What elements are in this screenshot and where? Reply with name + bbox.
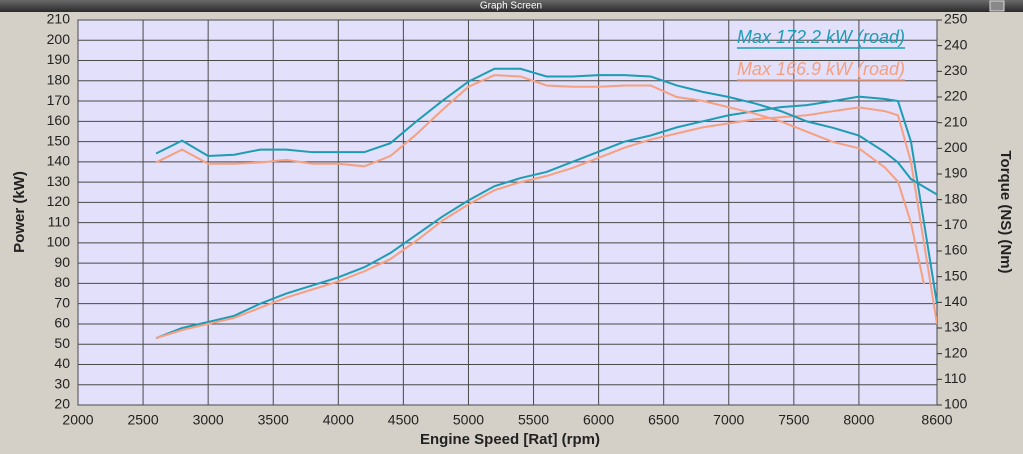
y2-tick-label: 170 <box>944 216 968 232</box>
y-tick-label: 30 <box>54 375 70 391</box>
annotation: Max 172.2 kW (road) <box>737 27 905 47</box>
x-tick-label: 8600 <box>921 412 952 428</box>
y-tick-label: 70 <box>54 294 70 310</box>
y-tick-label: 150 <box>47 132 71 148</box>
y-tick-label: 100 <box>47 234 71 250</box>
y-tick-label: 40 <box>54 355 70 371</box>
data-line <box>155 74 925 285</box>
y-tick-label: 140 <box>47 153 71 169</box>
y-tick-label: 80 <box>54 274 70 290</box>
x-tick-label: 3500 <box>258 412 289 428</box>
y-tick-label: 20 <box>54 396 70 412</box>
x-tick-label: 6500 <box>648 412 679 428</box>
window-button[interactable] <box>989 0 1005 12</box>
y2-tick-label: 100 <box>944 396 968 412</box>
y2-tick-label: 190 <box>944 165 968 181</box>
y-tick-label: 210 <box>47 11 71 27</box>
y2-tick-label: 130 <box>944 319 968 335</box>
x-tick-label: 7000 <box>713 412 744 428</box>
x-tick-label: 7500 <box>778 412 809 428</box>
x-axis-title: Engine Speed [Rat] (rpm) <box>420 431 600 448</box>
data-line <box>155 106 937 340</box>
y-tick-label: 60 <box>54 315 70 331</box>
y-tick-label: 160 <box>47 112 71 128</box>
y-tick-label: 200 <box>47 31 71 47</box>
y2-tick-label: 180 <box>944 190 968 206</box>
y2-tick-label: 250 <box>944 11 968 27</box>
x-tick-label: 4500 <box>388 412 419 428</box>
y2-tick-label: 120 <box>944 344 968 360</box>
y2-tick-label: 150 <box>944 267 968 283</box>
x-tick-label: 2000 <box>62 412 93 428</box>
y-tick-label: 120 <box>47 193 71 209</box>
x-tick-label: 4000 <box>323 412 354 428</box>
y2-tick-label: 160 <box>944 242 968 258</box>
y2-tick-label: 240 <box>944 36 968 52</box>
y-tick-label: 50 <box>54 335 70 351</box>
y-tick-label: 180 <box>47 71 71 87</box>
y-tick-label: 110 <box>48 213 71 229</box>
x-tick-label: 8000 <box>843 412 874 428</box>
y2-tick-label: 220 <box>944 88 968 104</box>
data-line <box>155 95 937 340</box>
annotation: Max 166.9 kW (road) <box>737 59 905 79</box>
y2-tick-label: 230 <box>944 62 968 78</box>
x-tick-label: 3000 <box>193 412 224 428</box>
data-line <box>155 67 937 196</box>
y-tick-label: 130 <box>47 173 71 189</box>
title-bar <box>0 0 1023 12</box>
x-tick-label: 5500 <box>518 412 549 428</box>
y2-axis-title: Torque (NS) (Nm) <box>997 150 1014 273</box>
y2-tick-label: 210 <box>944 113 968 129</box>
x-tick-label: 6000 <box>583 412 614 428</box>
y2-tick-label: 200 <box>944 139 968 155</box>
window-title: Graph Screen <box>480 1 542 12</box>
x-tick-label: 2500 <box>127 412 158 428</box>
y-tick-label: 190 <box>47 51 71 67</box>
y-tick-label: 90 <box>54 254 70 270</box>
y2-tick-label: 140 <box>944 293 968 309</box>
y-tick-label: 170 <box>47 92 71 108</box>
x-tick-label: 5000 <box>453 412 484 428</box>
y-axis-title: Power (kW) <box>11 171 28 253</box>
y2-tick-label: 110 <box>944 370 967 386</box>
